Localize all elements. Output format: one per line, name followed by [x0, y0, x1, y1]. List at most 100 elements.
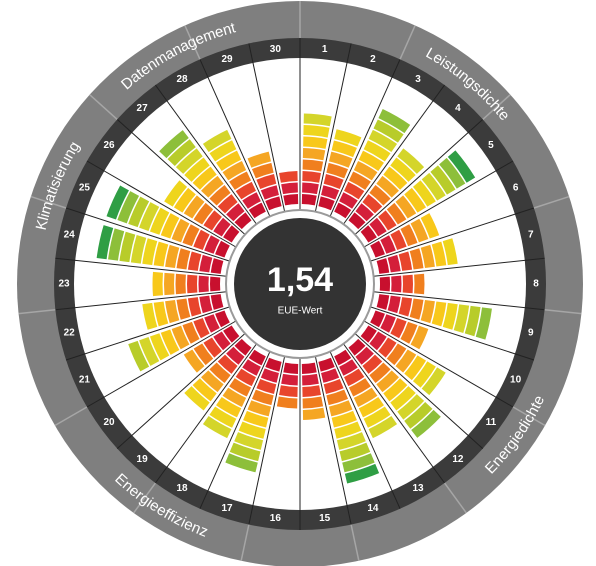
- segment-divider: [65, 207, 230, 262]
- level-block: [302, 396, 324, 409]
- level-block: [235, 181, 256, 200]
- segment: [247, 151, 282, 211]
- level-block: [235, 368, 256, 387]
- segment-number: 9: [528, 328, 534, 339]
- level-block: [213, 217, 231, 237]
- level-block: [187, 274, 198, 294]
- level-block: [362, 194, 383, 214]
- level-block: [344, 181, 365, 200]
- level-block: [302, 407, 326, 420]
- segment: [301, 362, 326, 420]
- segment-number: 4: [455, 103, 461, 114]
- level-block: [279, 385, 298, 397]
- segment-divider: [248, 356, 286, 525]
- level-block: [390, 157, 416, 182]
- segment-number: 30: [270, 44, 282, 55]
- level-block: [142, 302, 158, 330]
- level-block: [204, 235, 220, 254]
- level-block: [395, 349, 417, 373]
- level-block: [119, 231, 136, 263]
- level-block: [321, 185, 340, 200]
- segment-number: 29: [222, 54, 234, 65]
- segment-number: 1: [322, 44, 328, 55]
- level-block: [165, 300, 180, 324]
- level-block: [398, 251, 413, 271]
- segment-divider: [199, 351, 271, 509]
- level-block: [210, 276, 221, 292]
- level-block: [251, 389, 274, 406]
- segment-divider: [199, 59, 271, 217]
- level-block: [302, 148, 326, 161]
- segment: [370, 213, 440, 258]
- level-block: [229, 378, 252, 397]
- segment-number: 27: [137, 103, 149, 114]
- segment-divider: [363, 320, 514, 408]
- segment-divider: [373, 291, 545, 311]
- level-block: [130, 235, 147, 264]
- level-block: [378, 337, 397, 358]
- level-block: [281, 373, 298, 386]
- level-block: [159, 130, 189, 159]
- segment-divider: [370, 306, 535, 361]
- band-divider: [482, 94, 511, 120]
- level-block: [242, 192, 261, 209]
- level-block: [421, 367, 446, 396]
- segment-number: 25: [79, 183, 91, 194]
- level-block: [217, 354, 238, 374]
- level-block: [370, 310, 385, 328]
- level-block: [421, 172, 446, 201]
- segment-divider: [116, 119, 246, 235]
- center-label: EUE-Wert: [278, 306, 323, 317]
- level-block: [391, 275, 402, 293]
- level-block: [383, 166, 408, 190]
- level-block: [204, 314, 220, 333]
- level-block: [213, 331, 231, 351]
- level-block: [348, 212, 366, 230]
- level-block: [302, 385, 321, 397]
- level-block: [420, 300, 435, 324]
- level-block: [380, 314, 396, 333]
- level-block: [139, 202, 160, 231]
- level-block: [128, 340, 150, 372]
- level-block: [453, 304, 470, 333]
- level-block: [442, 302, 458, 330]
- level-block: [323, 379, 344, 394]
- level-block: [108, 228, 125, 261]
- segment: [164, 180, 240, 243]
- level-block: [215, 240, 230, 258]
- level-block: [414, 273, 425, 295]
- center-value: 1,54: [267, 261, 333, 299]
- segment-divider: [248, 43, 286, 212]
- level-block: [182, 224, 200, 247]
- level-block: [378, 210, 397, 231]
- level-block: [183, 349, 205, 373]
- level-block: [202, 415, 232, 439]
- level-block: [362, 354, 383, 374]
- segment-divider: [155, 343, 257, 484]
- level-block: [303, 136, 328, 149]
- level-block: [265, 196, 282, 211]
- level-block: [193, 343, 214, 366]
- level-block: [348, 171, 371, 190]
- segment-number: 10: [510, 374, 522, 385]
- level-block: [184, 386, 210, 411]
- segment-divider: [65, 306, 230, 361]
- level-block: [193, 229, 210, 250]
- segment: [96, 225, 224, 274]
- segment-number: 15: [319, 513, 331, 524]
- segment-divider: [55, 257, 227, 277]
- level-block: [369, 217, 387, 237]
- level-block: [301, 362, 317, 374]
- center-disc: [234, 218, 366, 350]
- level-block: [226, 346, 245, 365]
- level-block: [153, 301, 169, 327]
- level-block: [334, 421, 362, 439]
- band-divider: [399, 25, 416, 60]
- level-block: [222, 387, 247, 407]
- level-block: [342, 453, 375, 473]
- level-block: [331, 140, 357, 158]
- segment: [376, 294, 492, 340]
- level-block: [229, 171, 252, 190]
- level-block: [379, 276, 391, 292]
